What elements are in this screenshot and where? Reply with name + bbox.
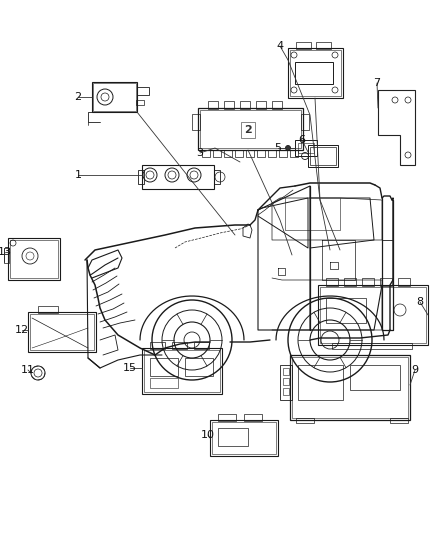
Bar xyxy=(28,312,96,352)
Bar xyxy=(272,101,282,109)
Bar xyxy=(194,342,209,349)
Bar xyxy=(298,143,314,153)
Bar xyxy=(332,343,412,349)
Bar xyxy=(279,150,287,157)
Bar xyxy=(38,306,58,313)
Text: 5: 5 xyxy=(275,143,282,153)
Text: 9: 9 xyxy=(411,365,419,375)
Bar xyxy=(362,278,374,286)
Bar xyxy=(244,414,262,421)
Bar xyxy=(10,240,58,278)
Text: 15: 15 xyxy=(123,363,137,373)
Bar xyxy=(318,285,428,345)
Text: 13: 13 xyxy=(0,247,12,257)
Bar xyxy=(210,420,278,456)
Bar xyxy=(92,82,137,112)
Bar xyxy=(350,365,400,390)
Bar xyxy=(296,42,311,49)
Text: 8: 8 xyxy=(417,297,424,307)
Bar xyxy=(224,101,234,109)
Bar xyxy=(142,165,214,189)
Bar xyxy=(138,170,144,184)
Bar xyxy=(142,348,222,394)
Bar xyxy=(208,101,218,109)
Bar xyxy=(308,145,338,167)
Bar xyxy=(214,170,220,184)
Bar xyxy=(283,368,289,375)
Bar xyxy=(172,342,187,349)
Bar xyxy=(202,150,210,157)
Text: 11: 11 xyxy=(21,365,35,375)
Bar xyxy=(218,414,236,421)
Bar xyxy=(198,108,303,150)
Bar xyxy=(246,150,254,157)
Bar xyxy=(398,278,410,286)
Text: 2: 2 xyxy=(74,92,81,102)
Bar xyxy=(280,365,292,400)
Text: 2: 2 xyxy=(244,125,252,135)
Bar xyxy=(290,50,341,96)
Bar xyxy=(213,150,221,157)
Bar xyxy=(218,428,248,446)
Bar xyxy=(295,62,333,84)
Bar xyxy=(283,388,289,395)
Text: 12: 12 xyxy=(15,325,29,335)
Bar xyxy=(144,350,220,392)
Text: 7: 7 xyxy=(374,78,381,88)
Bar xyxy=(344,278,356,286)
Bar xyxy=(288,48,343,98)
Bar xyxy=(268,150,276,157)
Bar xyxy=(292,357,408,418)
Bar xyxy=(137,87,149,95)
Bar xyxy=(290,150,298,157)
Bar xyxy=(224,150,232,157)
Bar xyxy=(150,342,165,349)
Bar xyxy=(4,248,9,263)
Bar xyxy=(320,287,426,343)
Bar xyxy=(150,358,178,376)
Bar xyxy=(212,422,276,454)
Bar xyxy=(295,140,317,156)
Bar xyxy=(316,42,331,49)
Bar xyxy=(185,358,213,376)
Bar xyxy=(296,418,314,423)
Bar xyxy=(326,278,338,286)
Bar xyxy=(380,278,392,286)
Text: 1: 1 xyxy=(74,170,81,180)
Bar xyxy=(310,147,336,165)
Bar xyxy=(301,114,309,130)
Bar xyxy=(390,418,408,423)
Bar xyxy=(200,110,301,148)
Bar xyxy=(326,298,366,323)
Bar xyxy=(136,100,144,105)
Text: 3: 3 xyxy=(197,148,204,158)
Bar xyxy=(30,314,94,350)
Circle shape xyxy=(286,146,290,150)
Bar xyxy=(298,365,343,400)
Bar xyxy=(8,238,60,280)
Text: 6: 6 xyxy=(299,135,305,145)
Text: 10: 10 xyxy=(201,430,215,440)
Bar xyxy=(235,150,243,157)
Bar xyxy=(256,101,266,109)
Bar xyxy=(283,378,289,385)
Bar xyxy=(150,378,178,388)
Bar xyxy=(240,101,250,109)
Bar xyxy=(192,114,200,130)
Bar xyxy=(257,150,265,157)
Bar xyxy=(290,355,410,420)
Bar xyxy=(93,83,136,111)
Text: 4: 4 xyxy=(276,41,283,51)
